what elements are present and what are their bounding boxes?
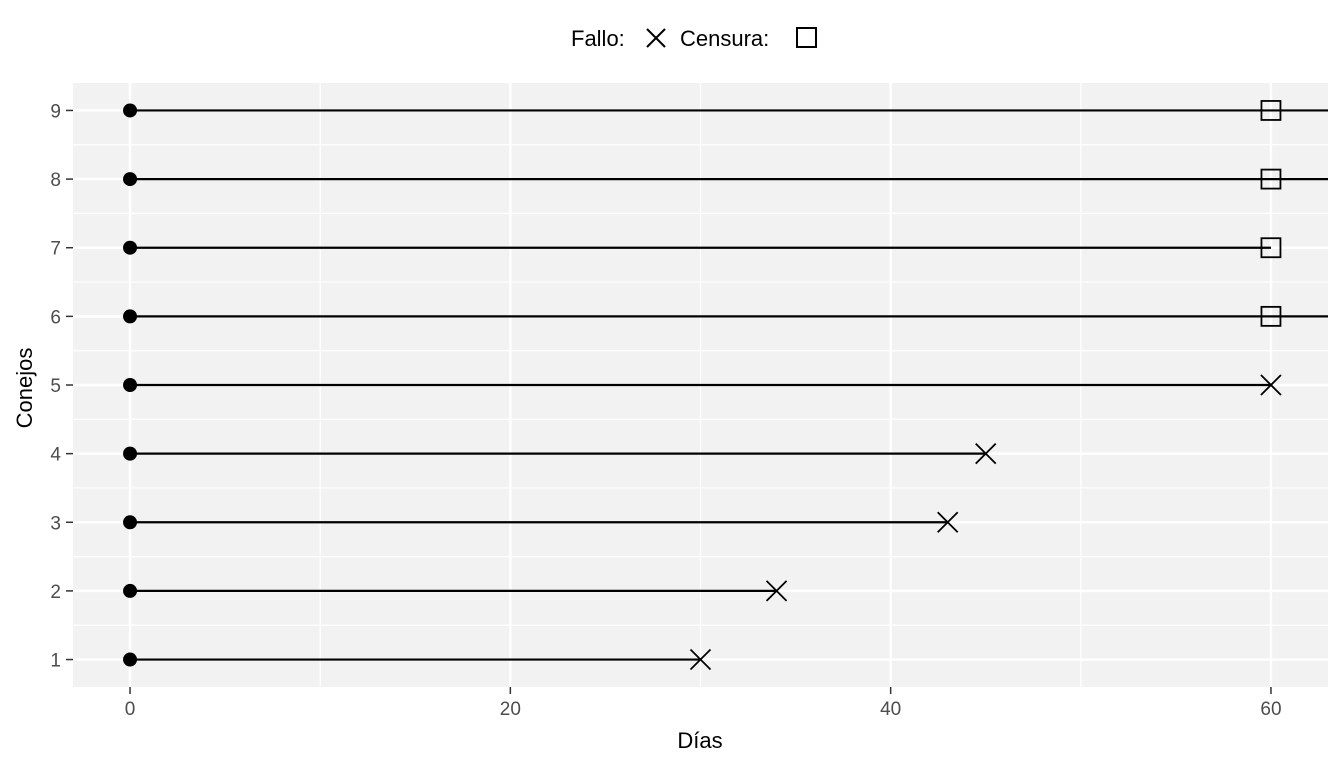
start-point-2 [123, 583, 138, 598]
censura-marker-9 [1260, 100, 1282, 121]
x-axis-title: Días [677, 728, 722, 753]
x-tick-label: 0 [125, 699, 136, 720]
fallo-marker-1 [689, 648, 712, 671]
y-tick-label: 2 [50, 582, 61, 603]
y-tick-label: 5 [50, 376, 61, 397]
fallo-marker-stroke [765, 580, 788, 602]
y-tick-label: 4 [50, 445, 61, 466]
fallo-marker-3 [937, 511, 959, 533]
y-tick-label: 7 [50, 239, 61, 260]
y-tick-label: 6 [50, 307, 61, 328]
subject-lines [130, 109, 1328, 661]
start-point-5 [123, 378, 138, 392]
y-axis: 1 2 3 4 5 6 7 8 9 [50, 101, 73, 672]
censura-marker-8 [1260, 168, 1282, 190]
fallo-marker-stroke [975, 442, 997, 465]
subject-markers [123, 100, 1282, 671]
y-tick-label: 9 [50, 101, 61, 122]
fallo-marker-4 [975, 442, 997, 465]
censura-marker-6 [1260, 305, 1282, 327]
open-square-icon [796, 27, 817, 48]
x-tick-label: 60 [1260, 699, 1281, 720]
y-tick-label: 8 [50, 170, 61, 191]
fallo-marker-stroke [689, 648, 712, 671]
y-tick-label: 1 [50, 651, 61, 672]
start-point-3 [123, 515, 138, 530]
legend-label-censura: Censura: [680, 26, 769, 51]
fallo-marker-stroke [1260, 374, 1282, 396]
fallo-marker-5 [1260, 374, 1282, 396]
start-point-7 [123, 240, 138, 255]
x-axis: 0 20 40 60 [125, 687, 1282, 720]
fallo-marker-2 [765, 580, 788, 602]
legend: Fallo: Censura: [571, 26, 817, 51]
x-tick-label: 40 [880, 699, 901, 720]
censura-marker-7 [1260, 237, 1282, 259]
fallo-marker-stroke [937, 511, 959, 533]
legend-label-fallo: Fallo: [571, 26, 625, 51]
y-axis-title: Conejos [12, 348, 37, 429]
start-point-6 [123, 309, 138, 324]
start-point-4 [123, 446, 138, 461]
start-point-8 [123, 172, 138, 187]
x-cross-icon [646, 28, 666, 48]
start-point-9 [123, 103, 138, 118]
y-tick-label: 3 [50, 513, 61, 534]
x-tick-label: 20 [500, 699, 521, 720]
start-point-1 [123, 652, 138, 667]
